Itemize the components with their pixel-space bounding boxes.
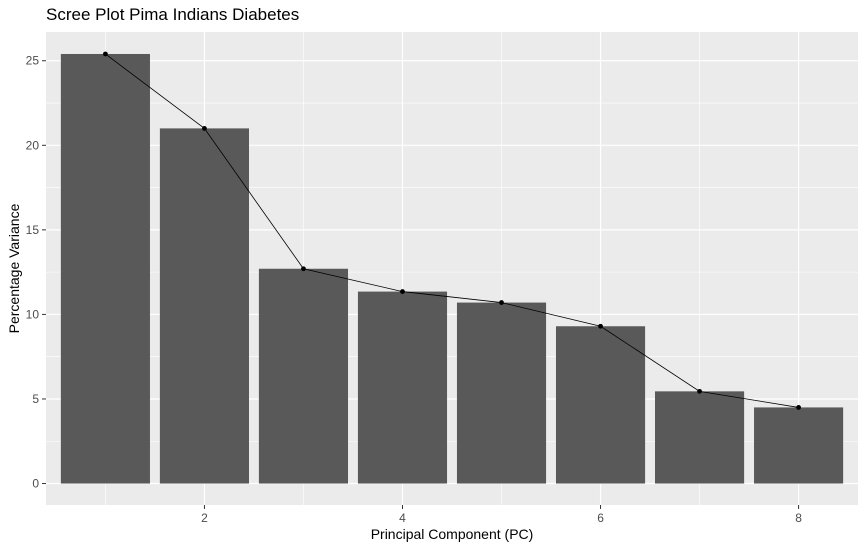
- point-pc-3: [301, 266, 306, 272]
- bar-pc-7: [655, 391, 745, 484]
- point-pc-8: [796, 405, 801, 410]
- y-tick-label: 5: [32, 392, 39, 406]
- bar-pc-2: [159, 128, 249, 484]
- y-tick-label: 10: [26, 307, 40, 321]
- variance-line: [105, 53, 799, 408]
- x-axis-title: Principal Component (PC): [371, 526, 534, 542]
- bar-pc-3: [258, 268, 349, 484]
- x-axis: 2 4 6 8: [201, 505, 802, 525]
- point-pc-1: [103, 51, 108, 57]
- bar-pc-4: [357, 291, 448, 484]
- x-tick-label: 4: [399, 511, 406, 525]
- bar-pc-5: [456, 302, 547, 484]
- y-axis: 0 5 10 15 20 25: [26, 54, 46, 491]
- point-pc-2: [202, 125, 207, 131]
- points: [103, 51, 801, 410]
- bars: [60, 53, 844, 484]
- y-tick-label: 20: [26, 138, 40, 152]
- line-layer: [105, 53, 799, 408]
- bar-pc-8: [754, 407, 844, 484]
- chart-title: Scree Plot Pima Indians Diabetes: [46, 5, 300, 24]
- bar-pc-6: [555, 326, 646, 484]
- point-pc-5: [499, 300, 504, 305]
- y-tick-label: 15: [26, 223, 40, 237]
- y-axis-title: Percentage Variance: [6, 203, 22, 333]
- point-pc-7: [697, 388, 702, 394]
- y-tick-label: 25: [26, 54, 40, 68]
- bar-pc-1: [60, 53, 150, 484]
- point-pc-4: [400, 289, 405, 294]
- point-pc-6: [598, 323, 603, 329]
- x-tick-label: 2: [201, 511, 208, 525]
- x-tick-label: 6: [597, 511, 604, 525]
- y-tick-label: 0: [32, 477, 39, 491]
- x-tick-label: 8: [795, 511, 802, 525]
